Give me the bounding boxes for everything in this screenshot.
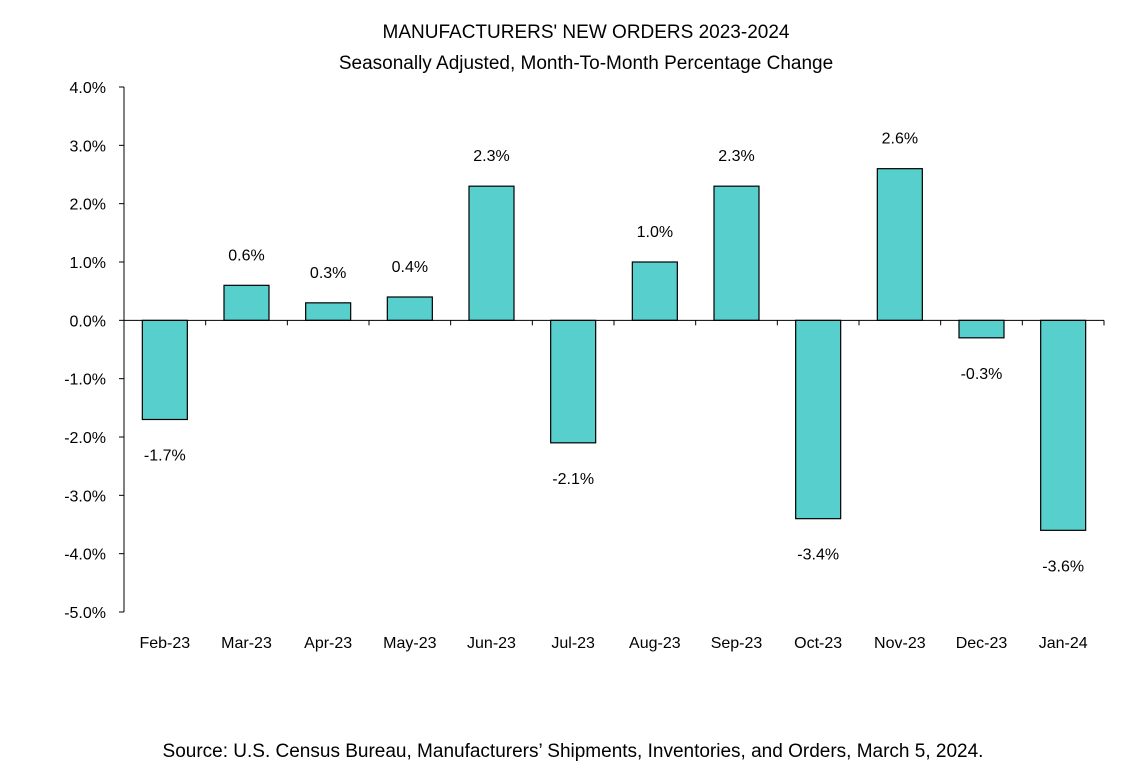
y-tick-label: -4.0%: [64, 547, 106, 564]
y-tick-label: -5.0%: [64, 605, 106, 622]
y-tick-label: -1.0%: [64, 372, 106, 389]
y-tick-label: 3.0%: [70, 138, 106, 155]
data-label: 0.3%: [310, 265, 346, 282]
y-tick-label: 1.0%: [70, 255, 106, 272]
bar: [550, 319, 597, 444]
x-tick-label: Jul-23: [551, 635, 595, 652]
data-label: -3.4%: [797, 547, 839, 564]
data-label: -2.1%: [552, 471, 594, 488]
bar: [141, 319, 188, 421]
x-tick-label: Mar-23: [221, 635, 272, 652]
data-label: -1.7%: [144, 448, 186, 465]
x-tick-label: Apr-23: [304, 635, 352, 652]
x-tick-label: Sep-23: [711, 635, 763, 652]
bar: [386, 296, 433, 321]
data-label: 0.4%: [392, 259, 428, 276]
data-label: 0.6%: [228, 247, 264, 264]
y-tick-label: 4.0%: [70, 80, 106, 97]
x-tick-label: May-23: [383, 635, 436, 652]
y-tick-label: 2.0%: [70, 197, 106, 214]
bar: [305, 302, 352, 321]
data-label: 2.6%: [882, 131, 918, 148]
data-label: 2.3%: [718, 148, 754, 165]
bar: [223, 284, 270, 321]
x-tick-label: Jan-24: [1039, 635, 1088, 652]
x-tick-label: Dec-23: [956, 635, 1008, 652]
bar: [876, 168, 923, 321]
bar: [795, 319, 842, 520]
x-tick-label: Jun-23: [467, 635, 516, 652]
bar: [468, 185, 515, 321]
y-tick-label: 0.0%: [70, 313, 106, 330]
x-tick-label: Aug-23: [629, 635, 681, 652]
x-tick-label: Oct-23: [794, 635, 842, 652]
chart-title: MANUFACTURERS' NEW ORDERS 2023-2024: [383, 22, 790, 43]
y-tick-label: -3.0%: [64, 488, 106, 505]
bar: [958, 319, 1005, 339]
data-label: -3.6%: [1042, 558, 1084, 575]
bar: [713, 185, 760, 321]
x-tick-label: Nov-23: [874, 635, 926, 652]
source-note: Source: U.S. Census Bureau, Manufacturer…: [163, 741, 984, 762]
plot-area: 4.0% 3.0% 2.0% 1.0% 0.0% -1.0% -2.0% -3.0% -4.0%…: [64, 80, 1105, 652]
chart-subtitle: Seasonally Adjusted, Month-To-Month Perc…: [339, 53, 833, 74]
data-label: 1.0%: [637, 224, 673, 241]
data-label: 2.3%: [473, 148, 509, 165]
data-label: -0.3%: [961, 366, 1003, 383]
bar: [631, 261, 678, 321]
x-tick-label: Feb-23: [139, 635, 190, 652]
y-tick-label: -2.0%: [64, 430, 106, 447]
bar: [1040, 319, 1087, 531]
